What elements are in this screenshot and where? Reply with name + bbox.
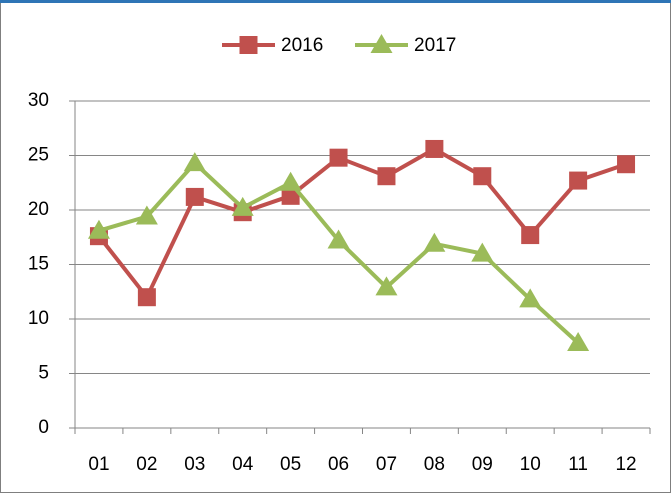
x-tick-label: 08 bbox=[424, 454, 445, 475]
x-tick-label: 02 bbox=[136, 454, 157, 475]
data-point bbox=[569, 171, 588, 190]
data-point bbox=[183, 152, 206, 172]
data-point bbox=[425, 139, 444, 158]
y-tick-label: 15 bbox=[28, 254, 49, 275]
x-tick-label: 04 bbox=[232, 454, 254, 475]
data-point bbox=[231, 196, 254, 216]
x-tick-label: 09 bbox=[472, 454, 493, 475]
x-tick-label: 01 bbox=[88, 454, 109, 475]
x-tick-label: 03 bbox=[184, 454, 205, 475]
data-point bbox=[327, 229, 350, 249]
data-point bbox=[423, 232, 446, 252]
y-tick-label: 25 bbox=[28, 145, 49, 166]
x-tick-label: 06 bbox=[328, 454, 349, 475]
data-point bbox=[521, 226, 540, 245]
data-point bbox=[87, 219, 110, 239]
y-tick-label: 20 bbox=[28, 199, 49, 220]
x-tick-label: 10 bbox=[520, 454, 541, 475]
x-tick-label: 07 bbox=[376, 454, 397, 475]
y-tick-label: 5 bbox=[38, 363, 49, 384]
data-point bbox=[375, 276, 398, 296]
data-point bbox=[135, 205, 158, 225]
y-tick-label: 0 bbox=[38, 417, 49, 438]
data-point bbox=[519, 288, 542, 308]
y-tick-label: 30 bbox=[28, 90, 49, 111]
legend-marker bbox=[370, 34, 393, 53]
x-tick-label: 12 bbox=[615, 454, 636, 475]
legend-label: 2017 bbox=[414, 35, 456, 56]
data-point bbox=[279, 171, 302, 191]
series-line bbox=[97, 146, 627, 300]
x-tick-label: 11 bbox=[568, 454, 588, 475]
data-point bbox=[473, 167, 492, 186]
legend-marker bbox=[239, 36, 258, 54]
data-point bbox=[567, 331, 590, 351]
data-point bbox=[329, 148, 348, 167]
legend-label: 2016 bbox=[281, 35, 323, 56]
data-point bbox=[281, 186, 300, 205]
data-point bbox=[137, 288, 156, 307]
data-point bbox=[377, 167, 396, 186]
y-tick-label: 10 bbox=[28, 308, 49, 329]
x-tick-label: 05 bbox=[280, 454, 301, 475]
data-point bbox=[617, 155, 636, 174]
data-point bbox=[471, 242, 494, 262]
data-point bbox=[185, 187, 204, 206]
